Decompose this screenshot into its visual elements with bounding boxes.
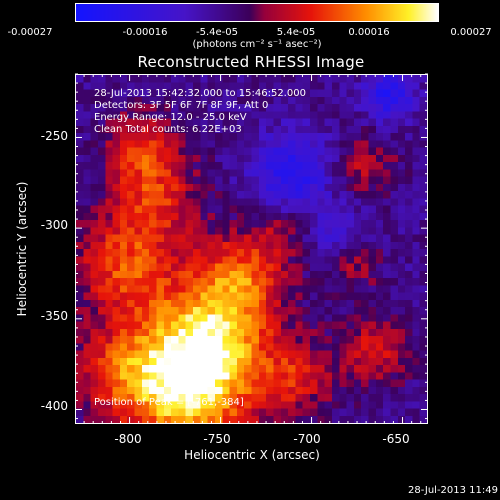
x-tick-label: -650 bbox=[382, 432, 410, 446]
y-tick-label: -300 bbox=[40, 218, 68, 232]
colorbar-tick-label: 0.00027 bbox=[450, 27, 492, 38]
total-counts-text: Clean Total counts: 6.22E+03 bbox=[94, 124, 242, 135]
colorbar-gradient bbox=[76, 4, 438, 21]
colorbar-tick-label: 0.00016 bbox=[348, 27, 390, 38]
heatmap-image bbox=[76, 75, 427, 423]
x-tick-label: -700 bbox=[293, 432, 321, 446]
colorbar-units: (photons cm⁻² s⁻¹ asec⁻²) bbox=[192, 39, 322, 50]
energy-range-text: Energy Range: 12.0 - 25.0 keV bbox=[94, 112, 247, 123]
detectors-text: Detectors: 3F 5F 6F 7F 8F 9F, Att 0 bbox=[94, 100, 269, 111]
x-tick-label: -750 bbox=[203, 432, 231, 446]
colorbar-tick-label: 5.4e-05 bbox=[276, 27, 316, 38]
time-range-text: 28-Jul-2013 15:42:32.000 to 15:46:52.000 bbox=[94, 88, 306, 99]
x-axis-label: Heliocentric X (arcsec) bbox=[184, 448, 320, 462]
colorbar-tick-label: -0.00027 bbox=[7, 27, 53, 38]
colorbar-tick-label: -0.00016 bbox=[122, 27, 168, 38]
timestamp: 28-Jul-2013 11:49 bbox=[407, 485, 498, 496]
y-axis-label: Heliocentric Y (arcsec) bbox=[15, 181, 29, 317]
colorbar bbox=[75, 3, 439, 22]
chart-title: Reconstructed RHESSI Image bbox=[137, 53, 365, 71]
y-tick-label: -250 bbox=[40, 129, 68, 143]
colorbar-tick-label: -5.4e-05 bbox=[196, 27, 238, 38]
y-tick-label: -350 bbox=[40, 309, 68, 323]
peak-position-text: Position of Peak = [-761,-384] bbox=[94, 397, 244, 408]
x-tick-label: -800 bbox=[114, 432, 142, 446]
y-tick-label: -400 bbox=[40, 399, 68, 413]
plot-area bbox=[75, 74, 428, 424]
